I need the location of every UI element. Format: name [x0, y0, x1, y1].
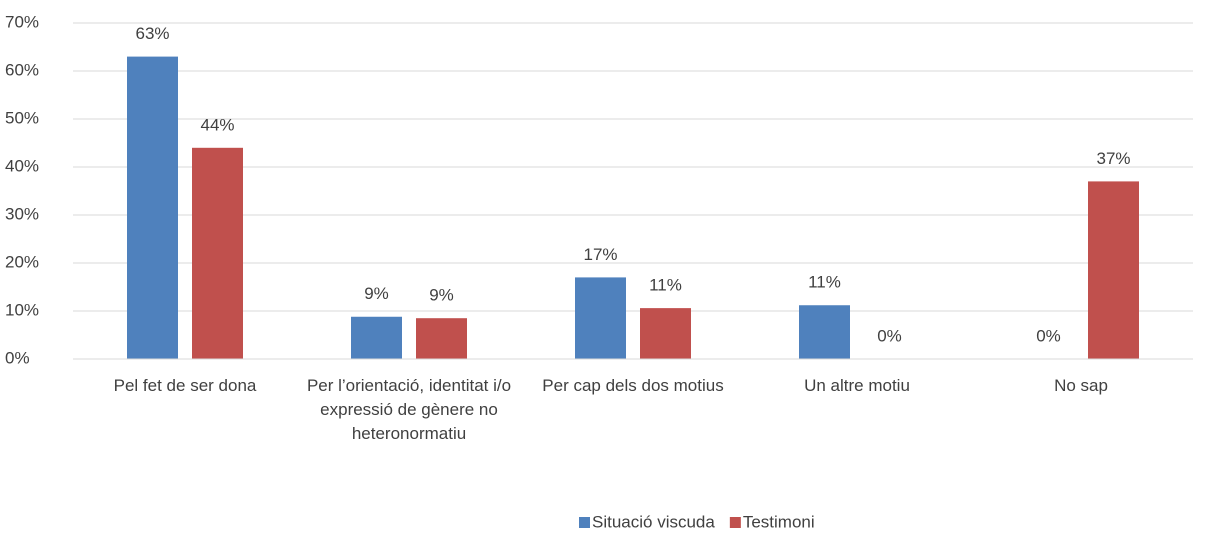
data-label: 44%	[200, 115, 234, 134]
legend-swatch	[729, 517, 741, 528]
x-tick-label: Pel fet de ser dona	[113, 376, 257, 395]
bar	[127, 56, 178, 359]
data-label: 17%	[583, 245, 617, 264]
data-label: 0%	[1036, 326, 1061, 345]
bar	[192, 147, 243, 359]
y-tick-label: 40%	[5, 156, 39, 175]
x-tick-label: No sap	[1054, 376, 1108, 395]
x-tick-label: Per cap dels dos motius	[542, 376, 724, 395]
bar	[799, 305, 850, 359]
x-tick-label: Un altre motiu	[804, 376, 910, 395]
data-label: 9%	[429, 286, 454, 305]
y-tick-label: 20%	[5, 252, 39, 271]
bar	[575, 277, 626, 359]
y-tick-label: 0%	[5, 348, 30, 367]
bar	[416, 318, 467, 359]
legend-label: Situació viscuda	[592, 512, 715, 531]
bar	[640, 308, 691, 359]
y-tick-label: 60%	[5, 60, 39, 79]
x-tick-label: Per l’orientació, identitat i/o expressi…	[306, 376, 512, 443]
bar	[351, 316, 402, 359]
data-label: 9%	[364, 284, 389, 303]
data-label: 37%	[1096, 149, 1130, 168]
legend-label: Testimoni	[743, 512, 815, 531]
legend-swatch	[579, 517, 590, 528]
data-label: 11%	[649, 276, 682, 295]
y-tick-label: 70%	[5, 12, 39, 31]
data-label: 0%	[877, 326, 902, 345]
y-tick-label: 30%	[5, 204, 39, 223]
y-tick-label: 10%	[5, 300, 39, 319]
bar	[1088, 181, 1139, 359]
data-label: 11%	[808, 273, 841, 292]
y-tick-label: 50%	[5, 108, 39, 127]
data-label: 63%	[135, 24, 169, 43]
